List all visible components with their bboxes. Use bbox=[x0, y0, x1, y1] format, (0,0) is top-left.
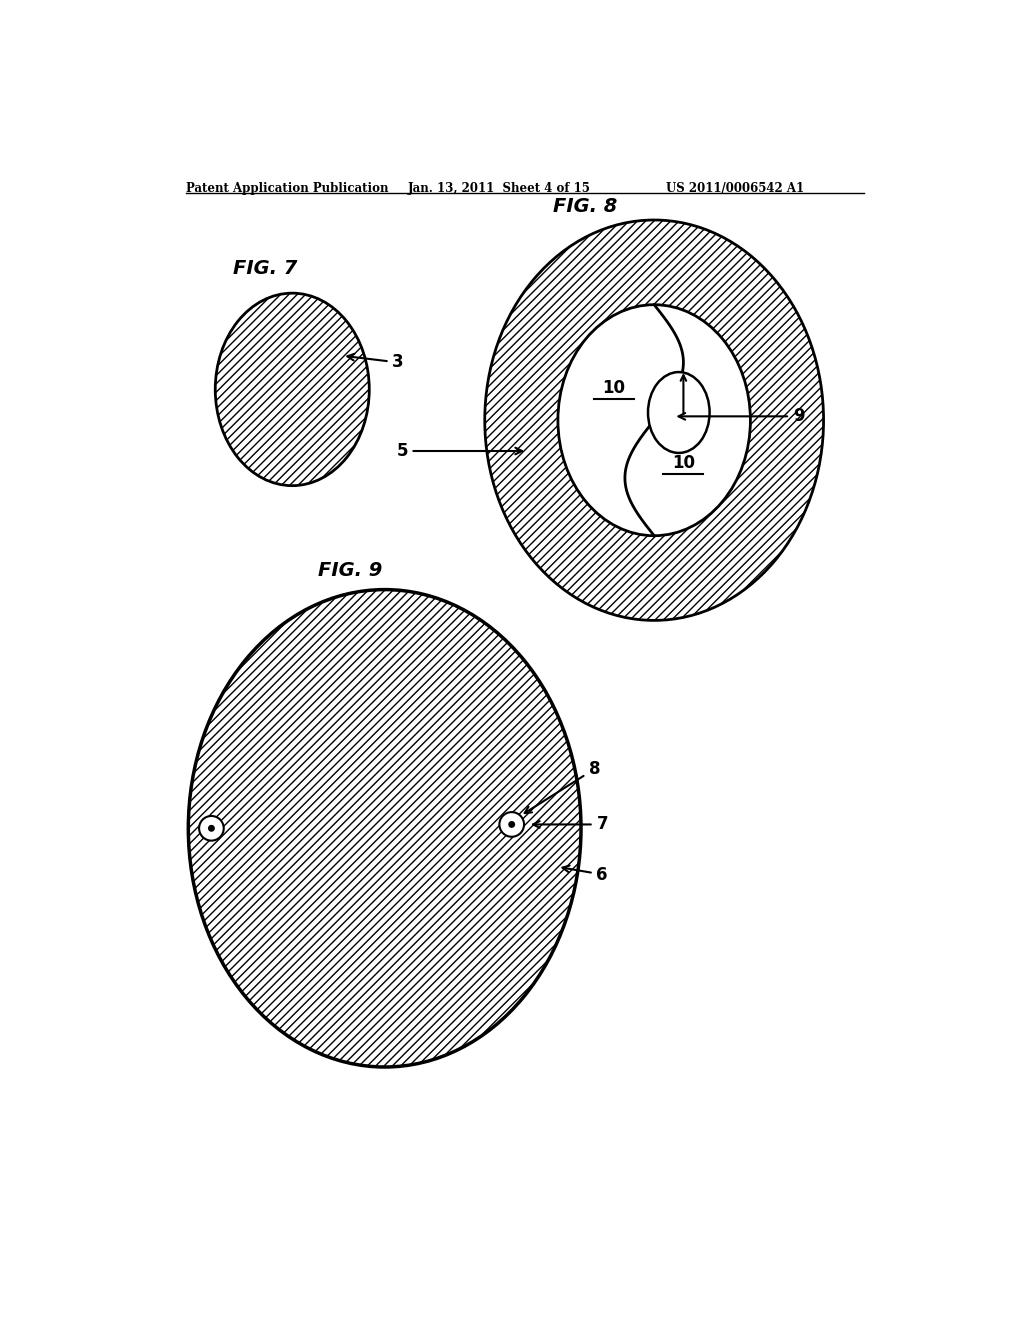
Circle shape bbox=[208, 825, 215, 832]
Text: 3: 3 bbox=[347, 354, 404, 371]
Text: FIG. 7: FIG. 7 bbox=[233, 259, 298, 277]
Text: FIG. 8: FIG. 8 bbox=[553, 197, 617, 216]
Text: FIG. 9: FIG. 9 bbox=[317, 561, 382, 581]
Text: US 2011/0006542 A1: US 2011/0006542 A1 bbox=[666, 182, 804, 194]
Text: Patent Application Publication: Patent Application Publication bbox=[186, 182, 388, 194]
Ellipse shape bbox=[484, 220, 823, 620]
Text: 8: 8 bbox=[524, 760, 600, 813]
Text: 5: 5 bbox=[396, 442, 522, 459]
Text: 9: 9 bbox=[679, 408, 805, 425]
Ellipse shape bbox=[558, 305, 751, 536]
Text: 10: 10 bbox=[602, 379, 626, 397]
Text: 6: 6 bbox=[562, 866, 608, 883]
Ellipse shape bbox=[648, 372, 710, 453]
Ellipse shape bbox=[215, 293, 370, 486]
Text: 10: 10 bbox=[672, 454, 695, 471]
Circle shape bbox=[508, 821, 515, 828]
Circle shape bbox=[199, 816, 223, 841]
Ellipse shape bbox=[188, 590, 581, 1067]
Text: 7: 7 bbox=[532, 816, 608, 833]
Circle shape bbox=[500, 812, 524, 837]
Text: Jan. 13, 2011  Sheet 4 of 15: Jan. 13, 2011 Sheet 4 of 15 bbox=[408, 182, 591, 194]
